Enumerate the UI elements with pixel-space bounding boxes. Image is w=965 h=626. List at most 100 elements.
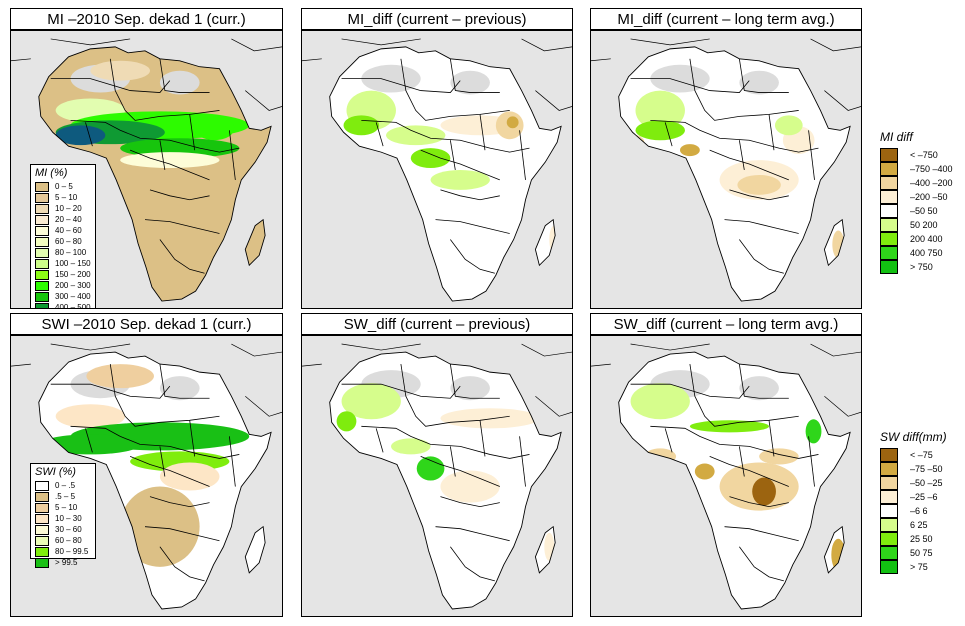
legend-swatch xyxy=(880,260,898,274)
country-border xyxy=(650,425,819,459)
coastline xyxy=(823,218,845,267)
country-border xyxy=(228,436,236,487)
value-region xyxy=(630,383,690,420)
country-border xyxy=(519,130,526,180)
outer-coastline xyxy=(11,38,131,62)
legend-item: 60 – 80 xyxy=(31,535,95,546)
legend-item: 80 – 99.5 xyxy=(31,546,95,557)
country-border xyxy=(709,456,789,487)
legend-swatch xyxy=(35,236,49,247)
legend-item: 400 – 500 xyxy=(31,302,95,309)
outer-coastline xyxy=(302,38,421,62)
value-region xyxy=(120,152,220,169)
country-border xyxy=(341,383,461,399)
value-region xyxy=(440,470,500,503)
outer-coastline xyxy=(245,395,282,417)
country-border xyxy=(450,546,495,582)
legend-swatch xyxy=(880,504,898,518)
legend-label: 5 – 10 xyxy=(55,503,78,512)
map-sw-diff-lta xyxy=(590,335,862,617)
coastline xyxy=(38,351,272,610)
value-region xyxy=(650,64,710,93)
legend-label: < –75 xyxy=(910,450,933,460)
legend-swatch xyxy=(35,546,49,557)
legend-label: 10 – 30 xyxy=(55,514,82,523)
legend-item: –50 50 xyxy=(880,204,965,218)
legend-label: .5 – 5 xyxy=(55,492,76,501)
map-swi-current: SWI (%) 0 – .5 .5 – 5 5 – 10 10 – 30 30 – 60 6… xyxy=(10,335,283,617)
legend-swatch xyxy=(880,246,898,260)
value-region xyxy=(680,144,700,157)
legend-item: 200 – 300 xyxy=(31,280,95,291)
value-region xyxy=(416,456,445,481)
country-border xyxy=(361,425,530,459)
legend-label: 0 – 5 xyxy=(55,182,73,191)
value-region xyxy=(341,383,401,420)
legend-swatch xyxy=(880,518,898,532)
value-region xyxy=(430,169,490,190)
legend-item: 150 – 200 xyxy=(31,269,95,280)
value-region xyxy=(159,70,200,95)
country-border xyxy=(729,496,789,508)
panel-swi-current: SWI –2010 Sep. dekad 1 (curr.) SWI (%) 0 … xyxy=(10,313,283,617)
country-border xyxy=(440,189,500,201)
legend-label: –200 –50 xyxy=(910,192,948,202)
country-border xyxy=(768,114,775,151)
legend-label: 6 25 xyxy=(910,520,928,530)
country-border xyxy=(738,140,745,171)
panel-title: SWI –2010 Sep. dekad 1 (curr.) xyxy=(10,313,283,335)
value-region xyxy=(159,376,200,401)
coastline xyxy=(618,46,851,302)
legend-sw-diff: SW diff(mm) < –75 –75 –50 –50 –25 –25 –6 –6 6… xyxy=(880,430,965,574)
value-region xyxy=(86,364,154,389)
coastline xyxy=(329,46,562,302)
value-region xyxy=(450,376,490,401)
panel-title: MI –2010 Sep. dekad 1 (curr.) xyxy=(10,8,283,30)
outer-coastline xyxy=(810,38,861,52)
panel-mi-current: MI –2010 Sep. dekad 1 (curr.) MI (%) 0 – … xyxy=(10,8,283,309)
legend-label: 25 50 xyxy=(910,534,933,544)
value-region xyxy=(336,411,357,432)
land-area xyxy=(245,526,266,573)
legend-label: 400 – 500 xyxy=(55,303,91,309)
legend-item: 400 750 xyxy=(880,246,965,260)
country-border xyxy=(341,78,461,93)
outer-coastline xyxy=(824,395,861,417)
legend-swatch xyxy=(880,476,898,490)
country-border xyxy=(449,140,456,171)
legend-item: 6 25 xyxy=(880,518,965,532)
country-border xyxy=(449,58,500,93)
legend-swatch xyxy=(35,203,49,214)
coastline xyxy=(534,525,556,574)
legend-title: MI (%) xyxy=(35,167,68,179)
legend-item: 5 – 10 xyxy=(31,502,95,513)
legend-item: 20 – 40 xyxy=(31,214,95,225)
country-border xyxy=(159,140,166,171)
legend-label: 20 – 40 xyxy=(55,215,82,224)
legend-swatch xyxy=(880,462,898,476)
legend-label: 200 – 300 xyxy=(55,281,91,290)
legend-swatch xyxy=(35,502,49,513)
map-canvas xyxy=(302,38,572,302)
legend-swatch xyxy=(35,535,49,546)
panel-title: MI_diff (current – long term avg.) xyxy=(590,8,862,30)
legend-item: 0 – 5 xyxy=(31,181,95,192)
country-border xyxy=(70,425,240,459)
panel-mi-diff-previous: MI_diff (current – previous) xyxy=(301,8,573,309)
country-border xyxy=(768,420,775,457)
map-canvas xyxy=(11,343,282,610)
value-region xyxy=(805,419,822,444)
legend-item: –25 –6 xyxy=(880,490,965,504)
legend-swatch xyxy=(880,176,898,190)
value-region xyxy=(120,486,200,567)
value-region xyxy=(544,532,555,561)
legend-item: < –750 xyxy=(880,148,965,162)
value-region xyxy=(450,70,490,95)
coastline xyxy=(823,525,845,574)
value-region xyxy=(831,538,846,571)
legend-mi: MI (%) 0 – 5 5 – 10 10 – 20 20 – 40 40 – 60 60… xyxy=(30,164,96,309)
country-border xyxy=(50,383,171,399)
legend-item: 25 50 xyxy=(880,532,965,546)
legend-swatch xyxy=(880,560,898,574)
country-border xyxy=(709,149,789,181)
